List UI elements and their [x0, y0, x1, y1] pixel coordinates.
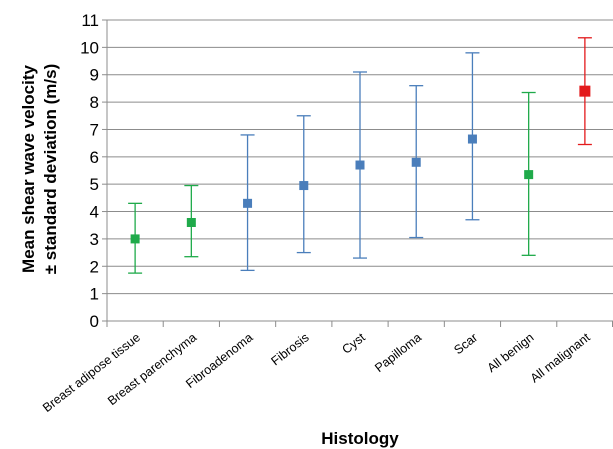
x-category-label: Cyst — [340, 330, 369, 357]
mean-marker — [579, 85, 591, 97]
error-bars — [128, 37, 592, 274]
mean-marker — [299, 181, 309, 191]
x-axis-title: Histology — [321, 429, 399, 448]
y-tick-label: 7 — [90, 120, 99, 139]
mean-marker — [411, 157, 421, 167]
y-tick-label: 4 — [90, 203, 99, 222]
y-tick-label: 11 — [81, 11, 99, 30]
y-tick-label: 6 — [90, 148, 99, 167]
mean-marker — [243, 198, 253, 208]
x-category-label: Papilloma — [372, 330, 424, 375]
y-axis-title-line1: Mean shear wave velocity — [19, 65, 38, 273]
mean-marker — [524, 170, 534, 180]
y-tick-label: 8 — [90, 93, 99, 112]
y-axis-title-line2: ± standard deviation (m/s) — [41, 64, 60, 275]
x-category-label: Scar — [451, 330, 480, 357]
y-tick-label: 2 — [90, 257, 99, 276]
mean-marker — [130, 234, 140, 244]
y-tick-label: 0 — [90, 312, 99, 331]
x-category-label: Fibrosis — [269, 330, 312, 368]
mean-markers — [130, 85, 591, 244]
mean-marker — [186, 217, 196, 227]
x-category-label: Breast adipose tissue — [40, 330, 143, 415]
y-tick-label: 3 — [90, 230, 99, 249]
y-tick-label: 10 — [80, 38, 99, 57]
y-tick-labels: 0 1 2 3 4 5 6 7 8 9 10 11 — [80, 11, 99, 331]
y-tick-label: 5 — [90, 175, 99, 194]
x-category-label: All benign — [485, 330, 537, 375]
mean-marker — [355, 160, 365, 170]
y-tick-label: 1 — [90, 285, 99, 304]
x-category-label: All malignant — [528, 330, 593, 385]
axes — [102, 19, 613, 327]
mean-marker — [467, 134, 477, 144]
y-axis-title: Mean shear wave velocity ± standard devi… — [19, 64, 60, 275]
y-tick-label: 9 — [90, 66, 99, 85]
